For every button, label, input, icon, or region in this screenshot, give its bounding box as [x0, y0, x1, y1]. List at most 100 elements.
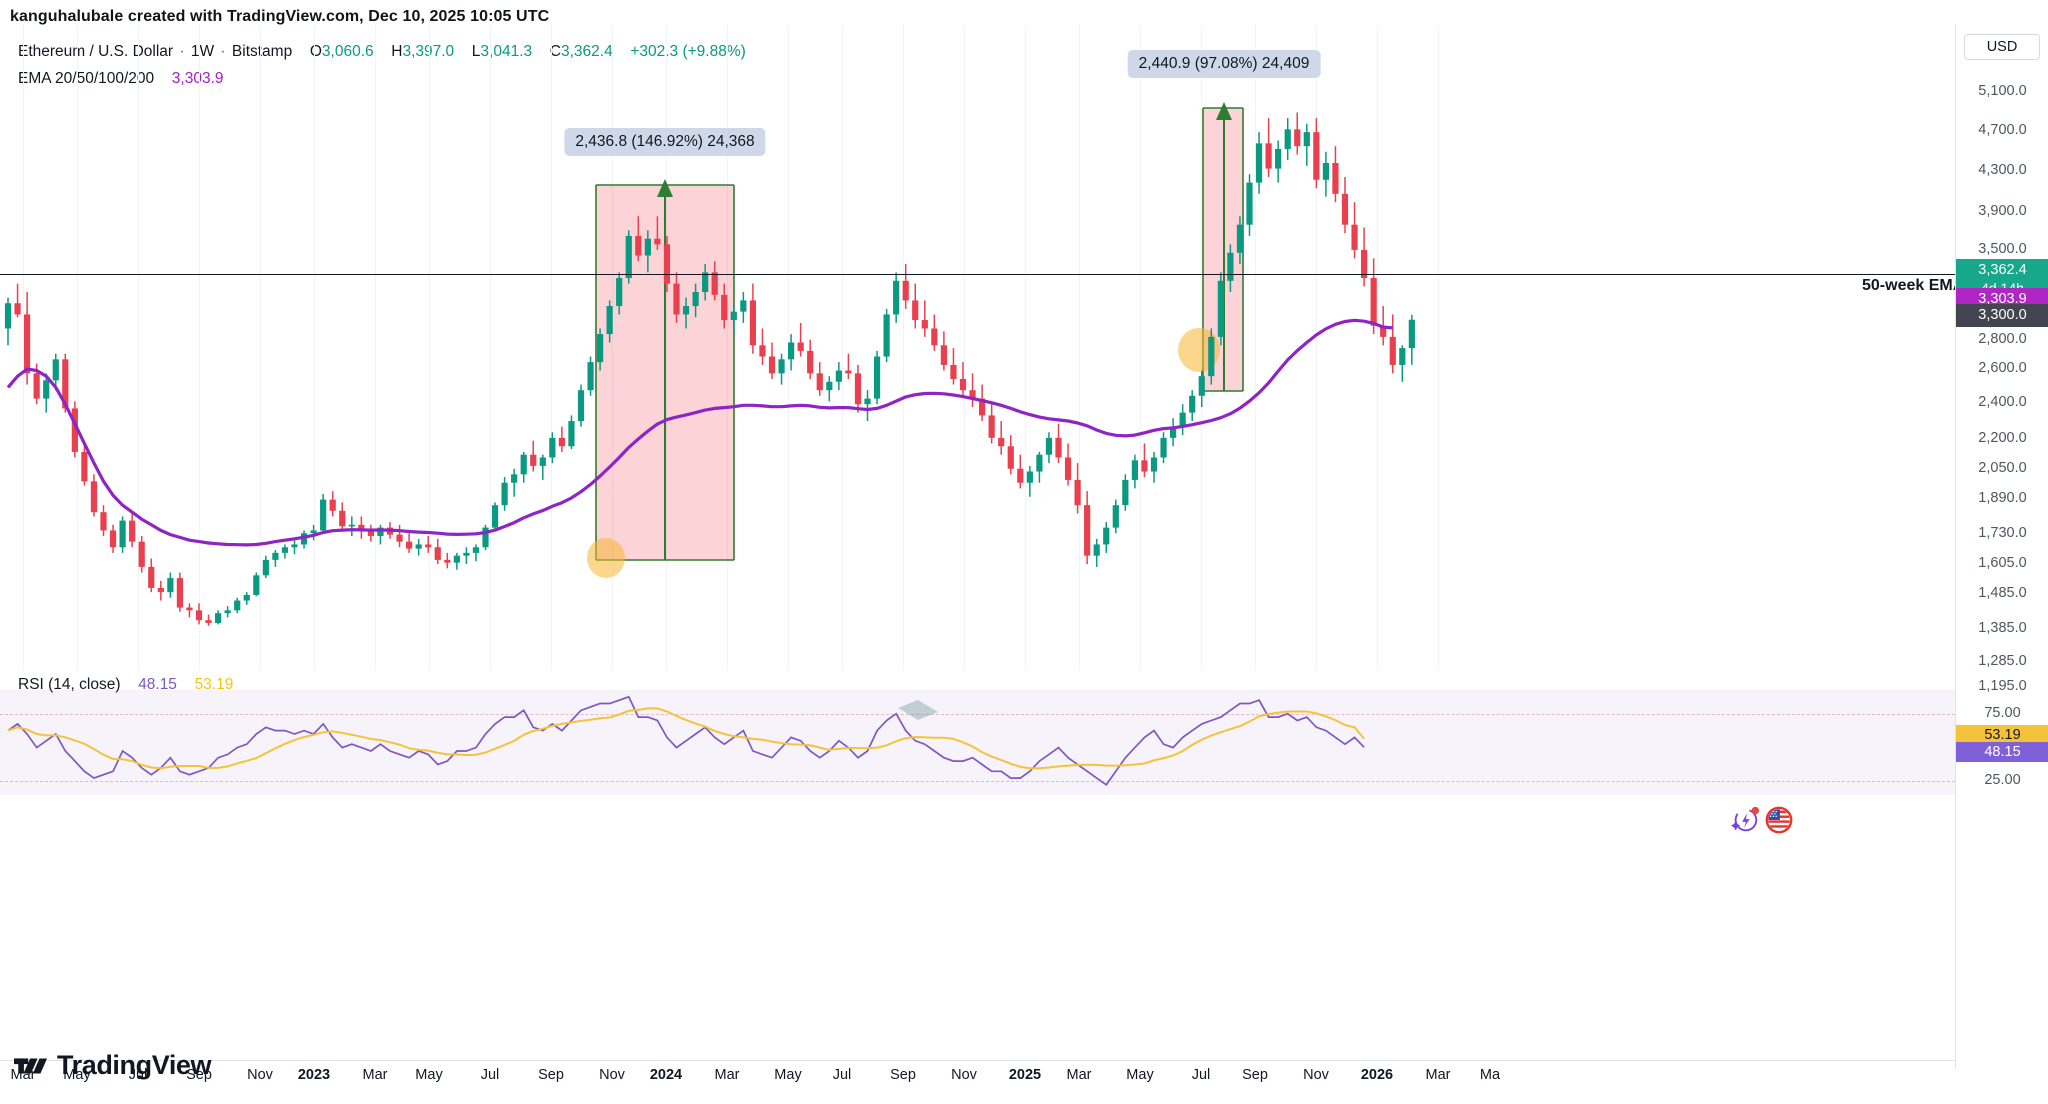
time-axis-tick: Jul — [480, 1067, 500, 1083]
footer-brand[interactable]: TradingView — [14, 1050, 212, 1081]
price-axis-tick: 1,385.0 — [1978, 620, 2027, 636]
price-axis-tick: 2,800.0 — [1978, 331, 2027, 347]
price-plot-svg[interactable] — [0, 25, 1955, 670]
legend-ema-value: 3,303.9 — [171, 70, 224, 87]
price-axis-tick: 1,730.0 — [1978, 525, 2027, 541]
chart-legend: Ethereum / U.S. Dollar · 1W · Bitstamp O… — [18, 42, 746, 89]
legend-ema-name[interactable]: EMA 20/50/100/200 — [18, 70, 155, 87]
time-axis-tick: Jul — [1191, 1067, 1211, 1083]
time-axis-tick: May — [63, 1067, 91, 1083]
attribution-text: kanguhalubale created with TradingView.c… — [10, 8, 550, 25]
rsi-legend-name[interactable]: RSI (14, close) — [18, 676, 121, 693]
highlight-ellipse-1 — [587, 538, 625, 578]
price-pane[interactable]: 50-week EMA 2,436.8 (146.92%) 24,368 2,4… — [0, 25, 1964, 670]
time-axis-tick: 2023 — [297, 1067, 331, 1083]
legend-low-label: L — [471, 43, 481, 60]
ema-line-text-label: 50-week EMA — [1862, 277, 1965, 294]
legend-symbol[interactable]: Ethereum / U.S. Dollar — [18, 43, 174, 60]
price-axis-tick: 25.00 — [1984, 772, 2021, 788]
time-axis-tick: Jul — [128, 1067, 148, 1083]
time-axis-tick: May — [415, 1067, 443, 1083]
legend-low-value: 3,041.3 — [480, 43, 533, 60]
legend-high-value: 3,397.0 — [402, 43, 455, 60]
time-axis-tick: Mar — [714, 1067, 740, 1083]
rsi-ma-line — [7, 707, 1365, 770]
price-axis-tick: 3,500.0 — [1978, 241, 2027, 257]
time-axis-tick: May — [1126, 1067, 1154, 1083]
time-axis-tick: Sep — [186, 1067, 212, 1083]
measure-label-1[interactable]: 2,436.8 (146.92%) 24,368 — [564, 128, 766, 156]
time-axis[interactable]: Mar May Jul Sep Nov 2023 Mar May Jul Sep Nov 2024 Ma… — [0, 1060, 1955, 1092]
rsi-pane-background — [0, 690, 1955, 795]
rsi-plot-svg[interactable] — [0, 690, 1955, 795]
price-axis-tick: 1,285.0 — [1978, 653, 2027, 669]
price-axis-tick: 2,050.0 — [1978, 460, 2027, 476]
legend-separator-1: · — [179, 43, 185, 60]
legend-exchange[interactable]: Bitstamp — [231, 43, 293, 60]
time-axis-tick: Mar — [362, 1067, 388, 1083]
legend-ema-row[interactable]: EMA 20/50/100/200 3,303.9 — [18, 69, 746, 89]
price-axis[interactable]: USD 5,100.0 4,700.0 4,300.0 3,900.0 3,500.0 2… — [1955, 25, 2048, 1070]
rsi-shape-marker — [898, 700, 938, 720]
rsi-legend[interactable]: RSI (14, close) 48.15 53.19 — [18, 675, 233, 695]
rsi-pane[interactable]: RSI (14, close) 48.15 53.19 — [0, 676, 1955, 795]
tradingview-logo-icon — [14, 1057, 48, 1074]
vertical-gridlines — [23, 25, 1439, 670]
time-axis-tick: 2025 — [1008, 1067, 1042, 1083]
time-axis-tick: Sep — [538, 1067, 564, 1083]
time-axis-tick: Nov — [1303, 1067, 1329, 1083]
time-axis-tick: May — [774, 1067, 802, 1083]
time-axis-tick: Mar — [1425, 1067, 1451, 1083]
price-axis-tick: 1,195.0 — [1978, 678, 2027, 694]
rsi-level-75-line — [0, 714, 1955, 715]
price-axis-tick: 75.00 — [1984, 705, 2021, 721]
price-axis-tick: 2,600.0 — [1978, 360, 2027, 376]
price-axis-tick: 5,100.0 — [1978, 83, 2027, 99]
time-axis-tick: Sep — [1242, 1067, 1268, 1083]
rsi-axis-badge[interactable]: 53.19 — [1956, 725, 2048, 745]
price-axis-tick: 2,400.0 — [1978, 394, 2027, 410]
legend-separator-2: · — [220, 43, 226, 60]
legend-change-value: +302.3 (+9.88%) — [630, 43, 746, 60]
legend-ohlc-row[interactable]: Ethereum / U.S. Dollar · 1W · Bitstamp O… — [18, 42, 746, 62]
price-axis-tick: 2,200.0 — [1978, 430, 2027, 446]
time-axis-tick: 2024 — [649, 1067, 683, 1083]
measure-annotation-1[interactable] — [595, 179, 735, 561]
ai-sparkle-icon[interactable] — [1730, 805, 1760, 835]
rsi-legend-value-purple: 48.15 — [138, 676, 177, 693]
time-axis-tick: Mar — [1066, 1067, 1092, 1083]
price-axis-badge[interactable]: 3,300.0 — [1956, 304, 2048, 327]
price-axis-tick: 1,890.0 — [1978, 490, 2027, 506]
price-axis-tick: 3,900.0 — [1978, 203, 2027, 219]
rsi-line — [7, 695, 1365, 786]
price-axis-tick: 1,605.0 — [1978, 555, 2027, 571]
legend-interval[interactable]: 1W — [190, 43, 215, 60]
time-axis-tick: Nov — [247, 1067, 273, 1083]
legend-close-value: 3,362.4 — [560, 43, 613, 60]
time-axis-tick: Ma — [1479, 1067, 1501, 1083]
legend-close-label: C — [549, 43, 561, 60]
price-axis-tick: 4,300.0 — [1978, 162, 2027, 178]
footer-brand-text: TradingView — [57, 1050, 212, 1080]
rsi-legend-value-gold: 53.19 — [194, 676, 234, 693]
price-axis-tick: 4,700.0 — [1978, 122, 2027, 138]
price-axis-tick: 1,485.0 — [1978, 585, 2027, 601]
legend-high-label: H — [391, 43, 403, 60]
time-axis-tick: Nov — [599, 1067, 625, 1083]
time-axis-tick: Jul — [832, 1067, 852, 1083]
chart-canvas-area[interactable]: 50-week EMA 2,436.8 (146.92%) 24,368 2,4… — [0, 25, 1964, 1070]
rsi-axis-badge[interactable]: 48.15 — [1956, 742, 2048, 762]
time-axis-tick: Nov — [951, 1067, 977, 1083]
horizontal-price-line[interactable] — [0, 274, 1955, 275]
legend-open-label: O — [309, 43, 322, 60]
time-axis-tick: 2026 — [1360, 1067, 1394, 1083]
rsi-level-25-line — [0, 781, 1955, 782]
candlestick-series[interactable] — [4, 112, 1415, 626]
floating-badges[interactable] — [1730, 805, 1794, 848]
time-axis-tick: Sep — [890, 1067, 916, 1083]
ema-50-line — [6, 318, 1393, 547]
us-flag-icon[interactable] — [1764, 805, 1794, 835]
currency-chip[interactable]: USD — [1964, 34, 2040, 60]
legend-open-value: 3,060.6 — [321, 43, 374, 60]
measure-label-2[interactable]: 2,440.9 (97.08%) 24,409 — [1127, 50, 1321, 78]
